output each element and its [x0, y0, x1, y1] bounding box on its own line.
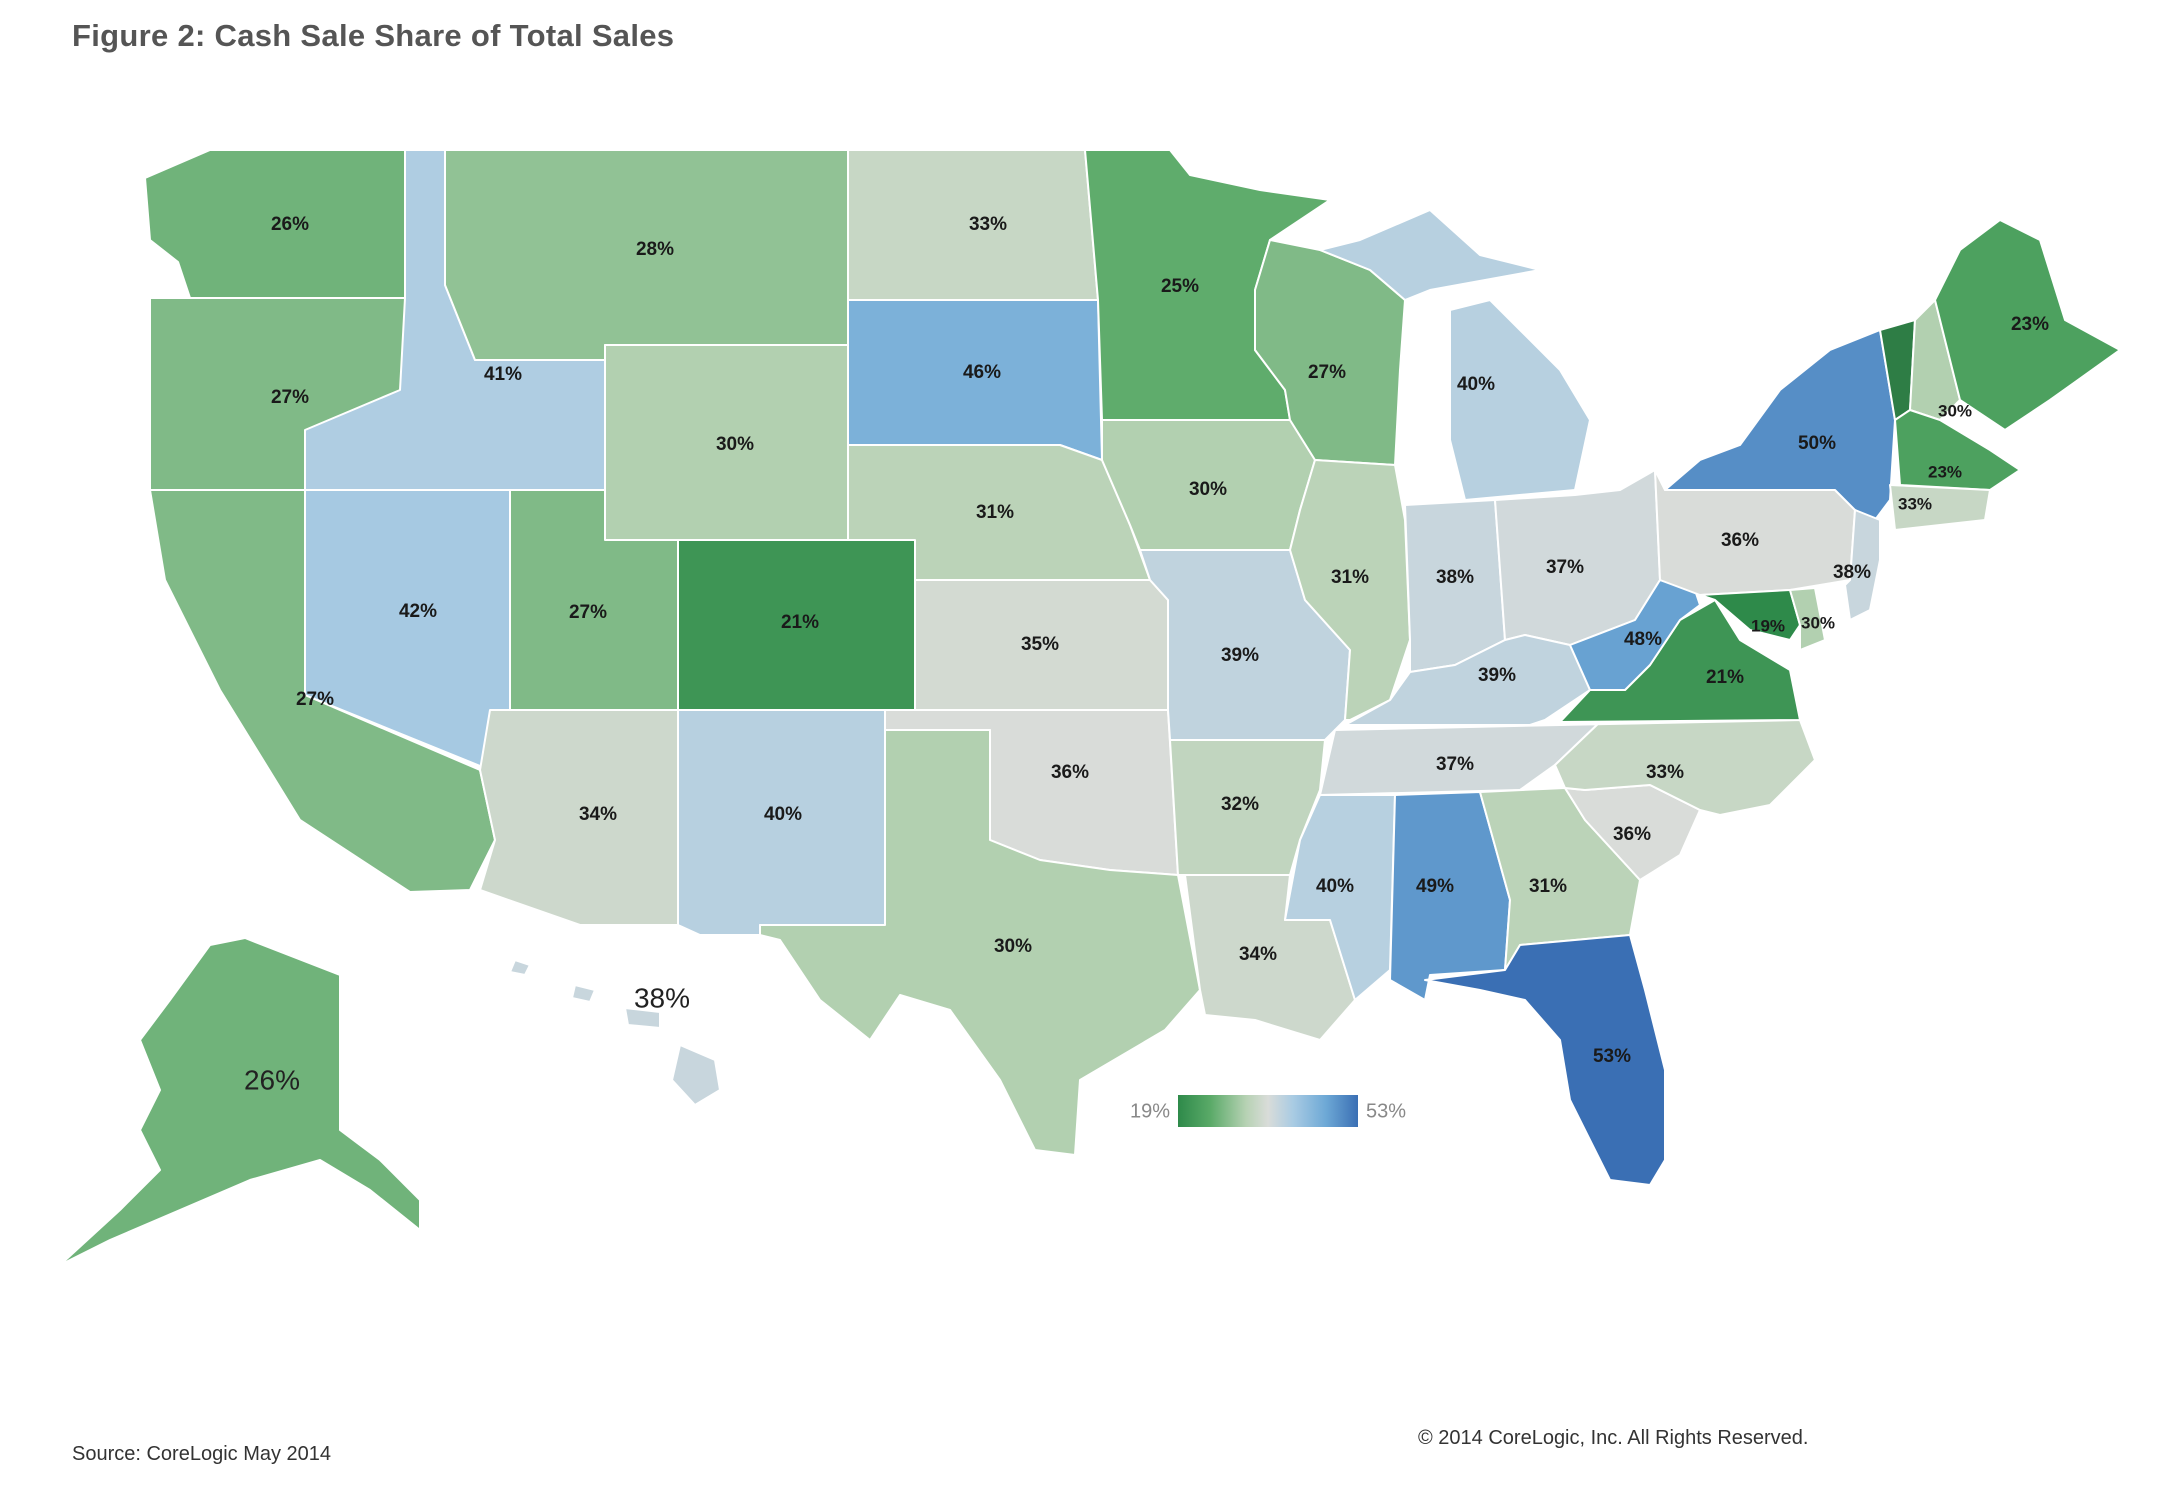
label-GA: 31% — [1529, 876, 1567, 897]
color-legend: 19% 53% — [1130, 1095, 1406, 1127]
label-MD: 19% — [1751, 616, 1785, 635]
label-SC: 36% — [1613, 824, 1651, 845]
label-WA: 26% — [271, 214, 309, 235]
label-NH: 30% — [1938, 401, 1972, 420]
label-WY: 30% — [716, 434, 754, 455]
copyright-note: © 2014 CoreLogic, Inc. All Rights Reserv… — [1418, 1427, 1809, 1449]
state-FL[interactable] — [1424, 934, 1666, 1186]
label-NJ: 38% — [1833, 562, 1871, 583]
label-AZ: 34% — [579, 804, 617, 825]
label-SD: 46% — [963, 362, 1001, 383]
label-CT: 33% — [1898, 494, 1932, 513]
label-IA: 30% — [1189, 479, 1227, 500]
label-PA: 36% — [1721, 530, 1759, 551]
legend-min-label: 19% — [1130, 1100, 1170, 1122]
legend-gradient-bar — [1178, 1095, 1358, 1127]
state-CT[interactable] — [1889, 484, 1991, 531]
label-NM: 40% — [764, 804, 802, 825]
state-MI[interactable] — [1319, 209, 1591, 501]
label-AL: 49% — [1416, 876, 1454, 897]
label-VA: 21% — [1706, 667, 1744, 688]
label-ME: 23% — [2011, 314, 2049, 335]
label-DE: 30% — [1801, 613, 1835, 632]
label-KS: 35% — [1021, 634, 1059, 655]
label-ND: 33% — [969, 214, 1007, 235]
label-IL: 31% — [1331, 567, 1369, 588]
label-IN: 38% — [1436, 567, 1474, 588]
label-CO: 21% — [781, 612, 819, 633]
source-note: Source: CoreLogic May 2014 — [72, 1443, 332, 1465]
label-MA: 23% — [1928, 462, 1962, 481]
label-AK: 26% — [244, 1064, 300, 1095]
label-NE: 31% — [976, 502, 1014, 523]
state-NC[interactable] — [1554, 719, 1816, 816]
label-NC: 33% — [1646, 762, 1684, 783]
state-IL[interactable] — [1289, 459, 1411, 721]
label-TN: 37% — [1436, 754, 1474, 775]
state-WI[interactable] — [1254, 239, 1406, 466]
state-LA[interactable] — [1184, 874, 1356, 1041]
label-MO: 39% — [1221, 645, 1259, 666]
label-HI: 38% — [634, 982, 690, 1013]
legend-max-label: 53% — [1366, 1100, 1406, 1122]
page-title: Figure 2: Cash Sale Share of Total Sales — [72, 18, 675, 53]
label-ID: 41% — [484, 364, 522, 385]
label-OR: 27% — [271, 387, 309, 408]
label-LA: 34% — [1239, 944, 1277, 965]
label-MT: 28% — [636, 239, 674, 260]
state-DE[interactable] — [1789, 587, 1826, 651]
label-AR: 32% — [1221, 794, 1259, 815]
label-WV: 48% — [1624, 629, 1662, 650]
label-MI: 40% — [1457, 374, 1495, 395]
label-OH: 37% — [1546, 557, 1584, 578]
label-TX: 30% — [994, 936, 1032, 957]
state-TX[interactable] — [759, 729, 1201, 1156]
label-KY: 39% — [1478, 665, 1516, 686]
label-MN: 25% — [1161, 276, 1199, 297]
label-NV: 42% — [399, 601, 437, 622]
state-ME[interactable] — [1934, 219, 2121, 431]
label-UT: 27% — [569, 602, 607, 623]
label-MS: 40% — [1316, 876, 1354, 897]
state-HI[interactable] — [509, 959, 721, 1106]
state-AK[interactable] — [59, 937, 421, 1266]
state-NJ[interactable] — [1844, 509, 1881, 621]
state-AR[interactable] — [1169, 739, 1326, 876]
label-NY: 50% — [1798, 433, 1836, 454]
label-OK: 36% — [1051, 762, 1089, 783]
state-NH[interactable] — [1909, 299, 1961, 421]
label-WI: 27% — [1308, 362, 1346, 383]
label-CA: 27% — [296, 689, 334, 710]
state-WV[interactable] — [1569, 579, 1701, 691]
label-FL: 53% — [1593, 1046, 1631, 1067]
